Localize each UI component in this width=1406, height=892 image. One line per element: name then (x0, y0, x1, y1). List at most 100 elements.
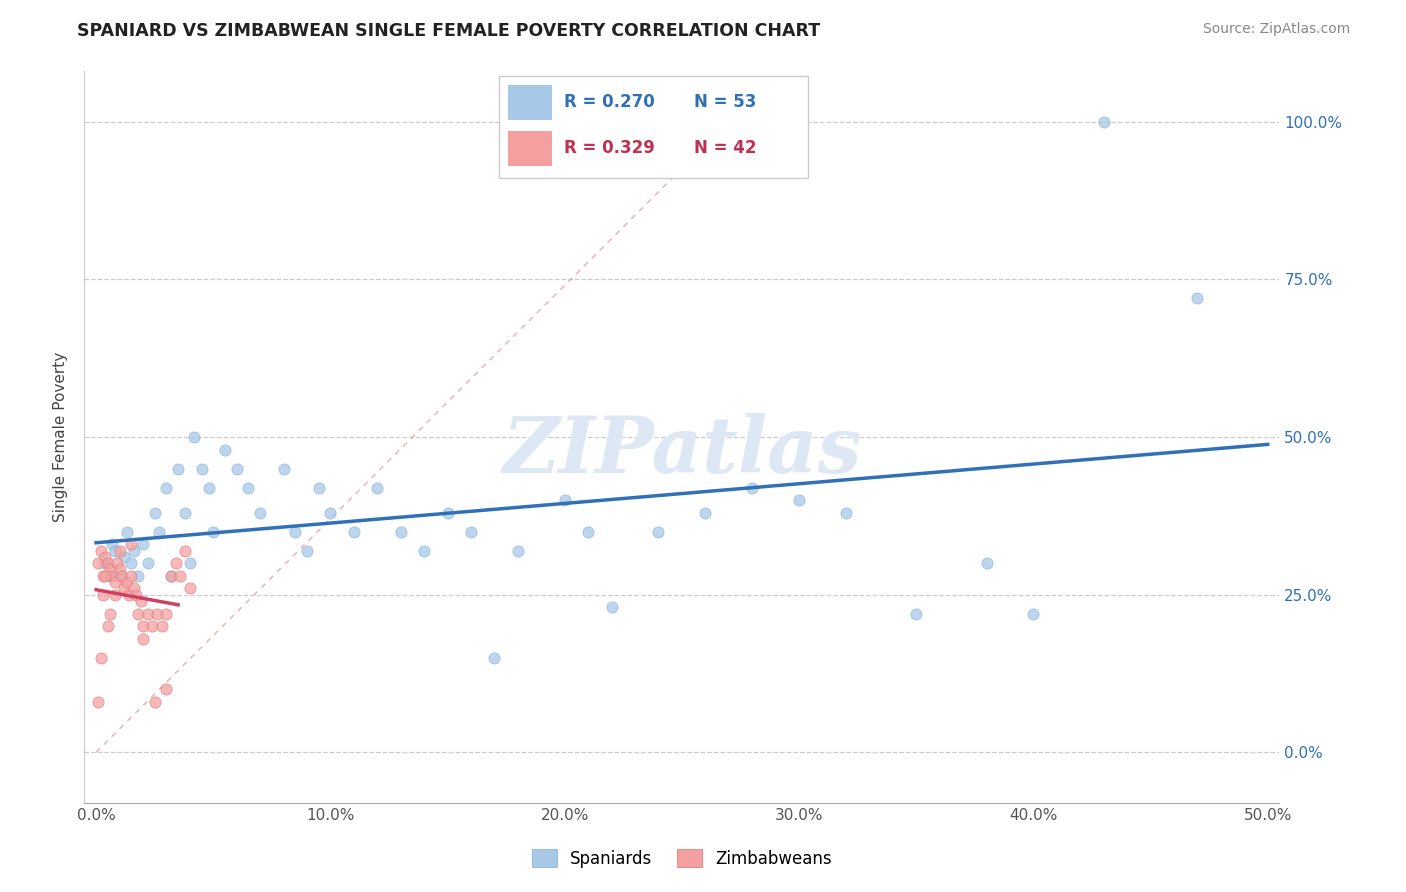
Text: R = 0.270: R = 0.270 (564, 93, 655, 111)
Point (238, 481, 260, 495)
Point (1022, 607, 1045, 621)
Point (136, 556, 159, 570)
Point (179, 582, 201, 596)
Text: Source: ZipAtlas.com: Source: ZipAtlas.com (1202, 22, 1350, 37)
Text: N = 42: N = 42 (695, 139, 756, 157)
Point (94, 569, 117, 583)
Legend: Spaniards, Zimbabweans: Spaniards, Zimbabweans (531, 849, 832, 868)
Point (741, 481, 763, 495)
Point (174, 506, 197, 520)
Point (132, 632, 155, 646)
Point (105, 556, 128, 570)
Point (576, 524, 599, 539)
Bar (509, 131, 551, 166)
Point (155, 682, 177, 697)
Point (150, 619, 173, 633)
Point (112, 549, 135, 564)
Point (1187, 291, 1209, 305)
Point (90, 543, 112, 558)
Point (97, 619, 120, 633)
Point (108, 569, 131, 583)
Point (98, 607, 121, 621)
Point (174, 543, 197, 558)
Point (143, 695, 166, 709)
Point (101, 569, 124, 583)
Point (91, 588, 114, 602)
Point (484, 650, 506, 665)
Point (160, 569, 183, 583)
Point (87, 695, 110, 709)
Text: R = 0.329: R = 0.329 (564, 139, 655, 157)
Point (127, 607, 149, 621)
Point (132, 537, 155, 551)
Point (366, 481, 388, 495)
Point (120, 569, 142, 583)
Point (101, 537, 124, 551)
Point (179, 556, 201, 570)
Point (122, 582, 145, 596)
Point (91, 569, 114, 583)
Point (169, 569, 191, 583)
Point (98, 569, 121, 583)
Point (600, 600, 623, 615)
Point (98, 562, 121, 576)
Point (90, 650, 112, 665)
Point (197, 481, 219, 495)
Point (125, 588, 148, 602)
Point (308, 481, 330, 495)
Point (647, 524, 669, 539)
Point (104, 543, 127, 558)
Point (120, 556, 142, 570)
Point (97, 556, 120, 570)
Point (167, 461, 190, 475)
Point (295, 543, 318, 558)
Point (132, 619, 155, 633)
Point (160, 569, 183, 583)
Point (1092, 115, 1115, 129)
Point (695, 506, 717, 520)
Point (273, 461, 295, 475)
Point (155, 481, 177, 495)
Point (122, 543, 145, 558)
Point (136, 607, 159, 621)
Point (905, 607, 928, 621)
Point (118, 588, 141, 602)
Point (183, 430, 205, 444)
Point (148, 524, 170, 539)
Point (319, 506, 342, 520)
Point (225, 461, 247, 475)
Point (146, 607, 169, 621)
Point (111, 569, 134, 583)
Bar (509, 85, 551, 120)
FancyBboxPatch shape (499, 76, 808, 178)
Point (343, 524, 366, 539)
Point (115, 575, 138, 590)
Point (112, 582, 135, 596)
Point (108, 543, 131, 558)
Text: ZIPatlas: ZIPatlas (502, 414, 862, 490)
Point (165, 556, 187, 570)
Point (141, 619, 163, 633)
Point (127, 569, 149, 583)
Point (413, 543, 436, 558)
Point (143, 506, 166, 520)
Point (436, 506, 458, 520)
Point (104, 575, 127, 590)
Point (155, 607, 177, 621)
Point (104, 588, 127, 602)
Point (976, 556, 998, 570)
Point (94, 549, 117, 564)
Text: SPANIARD VS ZIMBABWEAN SINGLE FEMALE POVERTY CORRELATION CHART: SPANIARD VS ZIMBABWEAN SINGLE FEMALE POV… (77, 22, 821, 40)
Text: N = 53: N = 53 (695, 93, 756, 111)
Point (87, 556, 110, 570)
Point (115, 524, 138, 539)
Point (202, 524, 225, 539)
Point (129, 594, 152, 608)
Point (787, 493, 810, 508)
Point (214, 442, 236, 457)
Point (94, 556, 117, 570)
Point (284, 524, 307, 539)
Point (249, 506, 271, 520)
Point (554, 493, 576, 508)
Point (389, 524, 412, 539)
